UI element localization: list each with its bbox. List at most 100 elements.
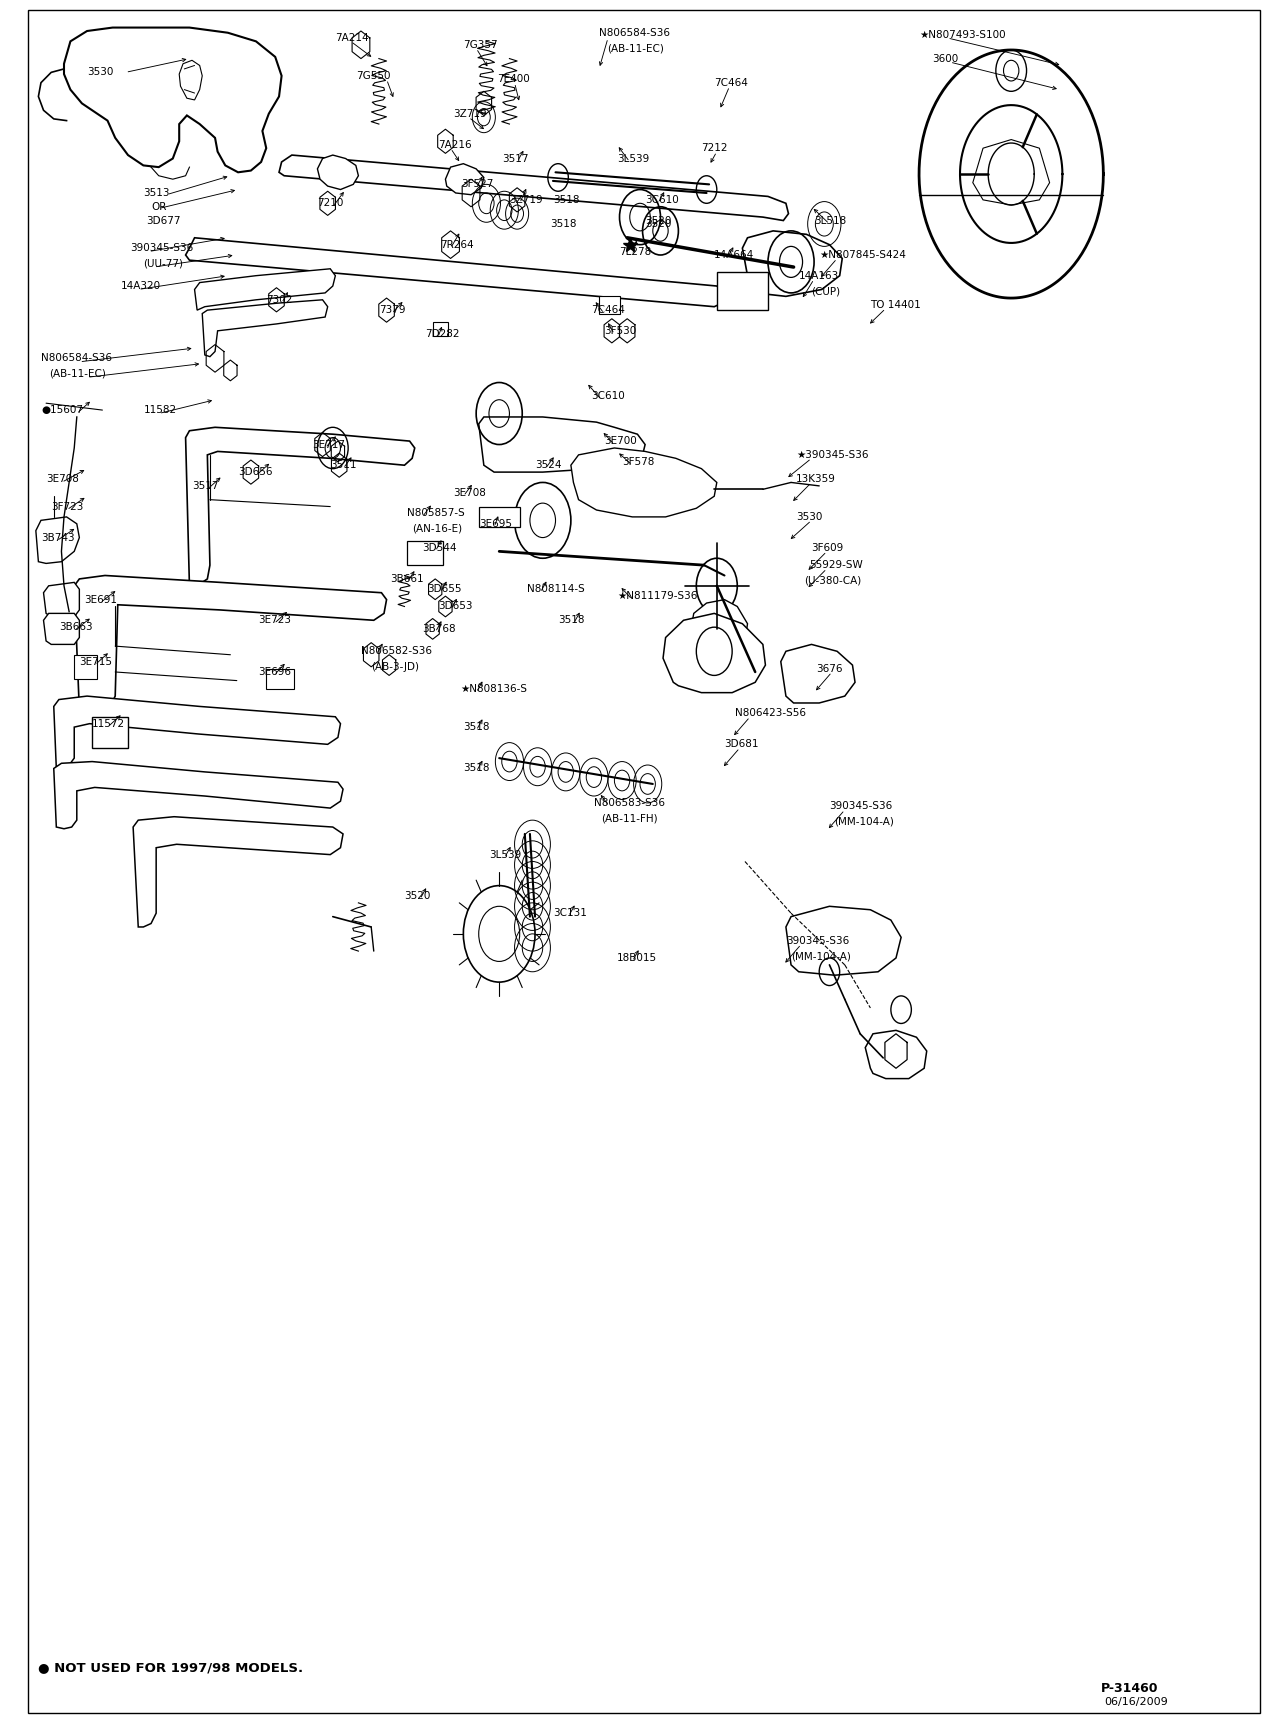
Text: OR: OR bbox=[151, 202, 166, 212]
Text: N806582-S36: N806582-S36 bbox=[361, 646, 431, 656]
Text: 7D282: 7D282 bbox=[425, 329, 460, 339]
Text: N806584-S36: N806584-S36 bbox=[599, 28, 669, 38]
Text: N806423-S56: N806423-S56 bbox=[735, 708, 805, 718]
Text: (MM-104-A): (MM-104-A) bbox=[835, 817, 895, 827]
Text: 3530: 3530 bbox=[796, 512, 823, 522]
Text: 3Z719: 3Z719 bbox=[453, 109, 486, 119]
Bar bbox=[266, 669, 294, 689]
Text: 3676: 3676 bbox=[817, 663, 844, 674]
Polygon shape bbox=[202, 300, 328, 357]
Text: 3L518: 3L518 bbox=[814, 215, 846, 226]
Text: 3E708: 3E708 bbox=[46, 474, 79, 484]
Text: 3524: 3524 bbox=[535, 460, 562, 470]
Polygon shape bbox=[54, 762, 343, 829]
Text: 14A664: 14A664 bbox=[714, 250, 754, 260]
Text: 3517: 3517 bbox=[502, 153, 529, 164]
Text: 3E695: 3E695 bbox=[479, 519, 512, 529]
Text: 3F609: 3F609 bbox=[812, 543, 844, 553]
Text: ● NOT USED FOR 1997/98 MODELS.: ● NOT USED FOR 1997/98 MODELS. bbox=[38, 1661, 303, 1675]
Text: 390345-S36: 390345-S36 bbox=[786, 936, 849, 946]
Text: 7212: 7212 bbox=[701, 143, 728, 153]
Text: 14A320: 14A320 bbox=[120, 281, 160, 291]
Text: 55929-SW: 55929-SW bbox=[809, 560, 863, 570]
Text: ★N807493-S100: ★N807493-S100 bbox=[919, 29, 1006, 40]
Text: 3D677: 3D677 bbox=[146, 215, 180, 226]
Text: ●15607: ●15607 bbox=[41, 405, 83, 415]
Polygon shape bbox=[54, 696, 340, 768]
Polygon shape bbox=[663, 613, 765, 693]
Text: 7G357: 7G357 bbox=[463, 40, 498, 50]
Polygon shape bbox=[279, 155, 788, 221]
Text: ★N808136-S: ★N808136-S bbox=[461, 684, 527, 694]
Text: 7A216: 7A216 bbox=[438, 140, 471, 150]
Polygon shape bbox=[44, 613, 79, 644]
Polygon shape bbox=[186, 427, 415, 586]
Text: 3D656: 3D656 bbox=[238, 467, 273, 477]
Text: 3D544: 3D544 bbox=[422, 543, 457, 553]
Polygon shape bbox=[317, 155, 358, 190]
Text: 3C131: 3C131 bbox=[553, 908, 586, 918]
Bar bbox=[433, 322, 448, 336]
Text: 7E400: 7E400 bbox=[497, 74, 530, 84]
Text: 3F527: 3F527 bbox=[461, 179, 493, 190]
Text: 7C464: 7C464 bbox=[591, 305, 625, 315]
Polygon shape bbox=[44, 582, 79, 617]
Text: 7L278: 7L278 bbox=[620, 246, 652, 257]
Text: N806584-S36: N806584-S36 bbox=[41, 353, 111, 364]
Text: N805857-S: N805857-S bbox=[407, 508, 465, 519]
Text: ★N807845-S424: ★N807845-S424 bbox=[819, 250, 906, 260]
Text: N808114-S: N808114-S bbox=[527, 584, 585, 594]
Text: (AB-3-JD): (AB-3-JD) bbox=[371, 662, 420, 672]
Text: 3L539: 3L539 bbox=[617, 153, 649, 164]
Text: (AB-11-EC): (AB-11-EC) bbox=[607, 43, 663, 53]
Text: 3B768: 3B768 bbox=[422, 624, 456, 634]
Text: 3B663: 3B663 bbox=[59, 622, 92, 632]
Text: 3F578: 3F578 bbox=[622, 457, 654, 467]
Text: 7302: 7302 bbox=[266, 295, 293, 305]
Text: 06/16/2009: 06/16/2009 bbox=[1105, 1697, 1169, 1707]
Text: 7210: 7210 bbox=[317, 198, 344, 208]
Bar bbox=[599, 296, 620, 314]
Text: 3511: 3511 bbox=[330, 460, 357, 470]
Text: 390345-S36: 390345-S36 bbox=[829, 801, 892, 812]
Text: 7R264: 7R264 bbox=[440, 239, 474, 250]
Polygon shape bbox=[445, 164, 484, 195]
Text: P-31460: P-31460 bbox=[1101, 1682, 1158, 1695]
Polygon shape bbox=[179, 60, 202, 100]
Polygon shape bbox=[64, 28, 282, 172]
Text: 18B015: 18B015 bbox=[617, 953, 657, 963]
Text: 3C610: 3C610 bbox=[645, 195, 678, 205]
Text: 3E723: 3E723 bbox=[259, 615, 292, 625]
Text: ★390345-S36: ★390345-S36 bbox=[796, 450, 869, 460]
Text: 3F530: 3F530 bbox=[604, 326, 636, 336]
Text: 3518: 3518 bbox=[463, 722, 490, 732]
Text: 3D681: 3D681 bbox=[724, 739, 759, 750]
Bar bbox=[74, 655, 97, 679]
Text: 3D655: 3D655 bbox=[428, 584, 462, 594]
Text: TO 14401: TO 14401 bbox=[870, 300, 922, 310]
Text: 3518: 3518 bbox=[558, 615, 585, 625]
Text: 7C464: 7C464 bbox=[714, 78, 748, 88]
Text: (CUP): (CUP) bbox=[812, 286, 841, 296]
Polygon shape bbox=[691, 600, 748, 651]
Text: 3530: 3530 bbox=[87, 67, 114, 78]
Polygon shape bbox=[195, 269, 335, 310]
Text: 3L539: 3L539 bbox=[489, 849, 521, 860]
Text: 3520: 3520 bbox=[645, 215, 672, 226]
Text: 3E717: 3E717 bbox=[312, 439, 346, 450]
Text: (AB-11-FH): (AB-11-FH) bbox=[602, 813, 658, 824]
Polygon shape bbox=[742, 231, 842, 296]
Text: 3E700: 3E700 bbox=[604, 436, 637, 446]
Text: 3600: 3600 bbox=[932, 53, 959, 64]
Text: 7G550: 7G550 bbox=[356, 71, 390, 81]
Polygon shape bbox=[186, 238, 724, 307]
Polygon shape bbox=[781, 644, 855, 703]
Text: (AB-11-EC): (AB-11-EC) bbox=[49, 369, 105, 379]
Text: 7A214: 7A214 bbox=[335, 33, 369, 43]
Text: 13K359: 13K359 bbox=[796, 474, 836, 484]
Text: N806583-S36: N806583-S36 bbox=[594, 798, 664, 808]
Text: (UU-77): (UU-77) bbox=[143, 258, 183, 269]
Text: 3513: 3513 bbox=[143, 188, 170, 198]
Text: 3518: 3518 bbox=[553, 195, 580, 205]
Text: 11572: 11572 bbox=[92, 718, 125, 729]
